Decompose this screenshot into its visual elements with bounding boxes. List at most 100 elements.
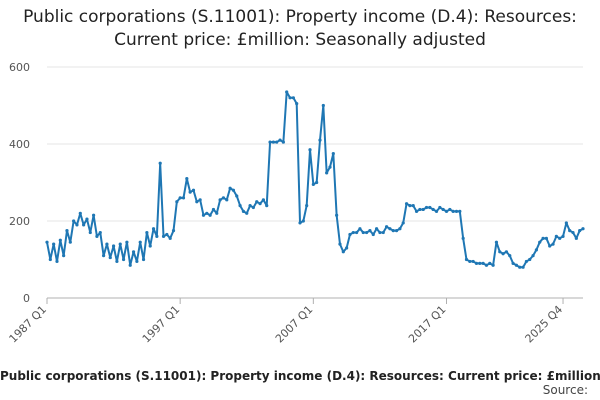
data-point bbox=[335, 213, 339, 217]
data-point bbox=[135, 259, 139, 264]
data-point bbox=[115, 259, 119, 264]
data-point bbox=[411, 204, 415, 208]
data-point bbox=[261, 198, 265, 202]
legend: Public corporations (S.11001): Property … bbox=[0, 369, 600, 383]
data-point bbox=[341, 250, 345, 254]
data-point bbox=[391, 229, 395, 233]
data-point bbox=[574, 236, 578, 240]
data-point bbox=[128, 263, 132, 267]
data-point bbox=[278, 138, 282, 142]
data-point bbox=[461, 236, 465, 240]
data-point bbox=[351, 230, 355, 235]
data-point bbox=[151, 227, 156, 231]
data-point bbox=[145, 230, 149, 235]
data-point bbox=[275, 140, 279, 144]
data-point bbox=[158, 161, 162, 165]
series bbox=[45, 90, 585, 269]
data-point bbox=[568, 229, 572, 233]
data-point bbox=[265, 204, 269, 208]
data-point bbox=[75, 223, 79, 227]
y-tick-label: 0 bbox=[23, 292, 30, 305]
data-point bbox=[181, 196, 186, 200]
data-point bbox=[291, 96, 295, 100]
data-point bbox=[55, 259, 59, 264]
data-point bbox=[185, 177, 189, 181]
x-tick-label: 1987 Q1 bbox=[7, 303, 50, 346]
data-point bbox=[65, 229, 69, 233]
data-point bbox=[228, 186, 232, 190]
data-point bbox=[295, 101, 299, 106]
data-point bbox=[421, 207, 425, 212]
data-point bbox=[321, 103, 325, 108]
data-point bbox=[308, 148, 312, 152]
data-point bbox=[201, 213, 206, 217]
data-point bbox=[68, 240, 72, 244]
x-tick-label: 2025 Q4 bbox=[523, 303, 566, 346]
data-point bbox=[538, 240, 542, 244]
data-point bbox=[451, 209, 455, 213]
x-tick-label: 2017 Q1 bbox=[406, 303, 449, 346]
data-point bbox=[345, 246, 349, 250]
data-point bbox=[325, 171, 329, 175]
data-point bbox=[281, 140, 285, 144]
data-point bbox=[45, 240, 49, 244]
data-point bbox=[165, 232, 169, 237]
data-point bbox=[268, 140, 272, 144]
data-point bbox=[544, 236, 548, 240]
data-point bbox=[258, 202, 262, 206]
data-point bbox=[88, 230, 92, 235]
data-point bbox=[464, 257, 469, 262]
data-point bbox=[72, 219, 76, 223]
data-point bbox=[444, 209, 449, 213]
data-point bbox=[255, 200, 259, 204]
data-point bbox=[454, 209, 459, 213]
data-point bbox=[198, 198, 202, 202]
data-point bbox=[534, 248, 538, 252]
data-point bbox=[328, 165, 332, 169]
data-point bbox=[408, 204, 412, 208]
data-point bbox=[531, 254, 535, 258]
data-point bbox=[551, 242, 555, 246]
data-point bbox=[381, 230, 385, 235]
data-point bbox=[225, 198, 229, 202]
data-point bbox=[378, 230, 382, 235]
source-label: Source: bbox=[542, 383, 588, 397]
data-point bbox=[524, 259, 529, 264]
data-point bbox=[508, 254, 512, 258]
y-tick-label: 600 bbox=[9, 61, 30, 74]
data-point bbox=[111, 244, 116, 248]
data-point bbox=[365, 230, 369, 235]
data-point bbox=[208, 213, 212, 217]
data-point bbox=[78, 211, 82, 215]
data-point bbox=[331, 152, 335, 156]
data-point bbox=[271, 140, 275, 144]
y-tick-label: 400 bbox=[9, 138, 30, 151]
data-point bbox=[498, 250, 502, 254]
data-point bbox=[251, 205, 256, 210]
data-point bbox=[394, 229, 399, 233]
data-point bbox=[424, 205, 429, 210]
data-point bbox=[478, 261, 482, 265]
data-point bbox=[48, 257, 52, 262]
chart-title: Public corporations (S.11001): Property … bbox=[23, 7, 577, 50]
data-point bbox=[431, 207, 435, 212]
data-point bbox=[305, 204, 309, 208]
data-point bbox=[92, 213, 96, 217]
data-point bbox=[248, 204, 252, 208]
data-point bbox=[311, 182, 315, 187]
data-point bbox=[285, 90, 289, 94]
data-point bbox=[371, 232, 375, 237]
data-point bbox=[448, 207, 452, 212]
data-point bbox=[211, 207, 216, 212]
data-point bbox=[188, 190, 192, 194]
data-point bbox=[581, 227, 585, 231]
data-point bbox=[171, 229, 176, 233]
data-point bbox=[52, 242, 56, 246]
data-point bbox=[245, 211, 249, 215]
data-point bbox=[494, 240, 499, 244]
data-point bbox=[541, 236, 545, 240]
data-point bbox=[58, 238, 62, 242]
data-point bbox=[514, 263, 519, 267]
data-point bbox=[578, 229, 582, 233]
